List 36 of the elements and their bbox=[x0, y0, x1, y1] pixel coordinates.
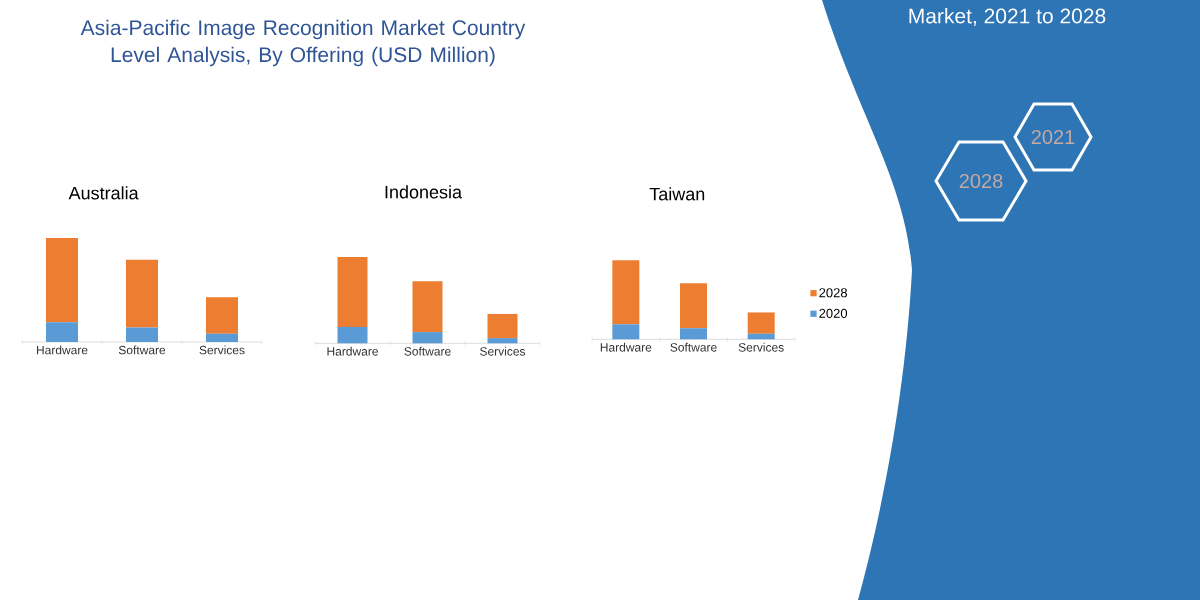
bar bbox=[46, 322, 78, 342]
bar bbox=[680, 283, 708, 329]
bar bbox=[337, 326, 368, 344]
bar bbox=[412, 281, 443, 333]
chart-title: Taiwan bbox=[649, 187, 705, 201]
bar bbox=[612, 260, 640, 325]
bar bbox=[206, 297, 238, 334]
x-tick-label: Software bbox=[670, 342, 717, 352]
bar bbox=[747, 333, 775, 340]
x-tick-label: Services bbox=[199, 345, 245, 355]
bar bbox=[487, 338, 518, 344]
x-tick-label: Hardware bbox=[327, 346, 378, 356]
text: Asia-Pacific Image Recognition Market Country Level Analysis, By Offering (USD Million) bbox=[80, 19, 526, 67]
x-tick-label: Software bbox=[404, 346, 451, 356]
bar bbox=[487, 313, 518, 339]
chart-title: Australia bbox=[68, 186, 139, 200]
legend-label: 2020 bbox=[819, 308, 848, 318]
bar bbox=[337, 257, 368, 327]
x-tick-label: Software bbox=[118, 345, 166, 355]
text: Market, 2021 to 2028 bbox=[909, 8, 1106, 26]
bar bbox=[680, 328, 708, 340]
x-tick-label: Services bbox=[738, 342, 784, 352]
bar bbox=[412, 332, 443, 344]
x-tick-label: Hardware bbox=[36, 345, 88, 355]
chart-title: Indonesia bbox=[385, 185, 463, 199]
text: 2021 bbox=[1031, 129, 1075, 145]
bar bbox=[206, 333, 238, 342]
text: 2028 bbox=[959, 173, 1003, 189]
x-tick-label: Hardware bbox=[600, 342, 652, 352]
bar bbox=[612, 324, 640, 340]
legend-label: 2028 bbox=[819, 288, 847, 298]
bar bbox=[747, 312, 775, 334]
bar bbox=[46, 238, 78, 323]
bar bbox=[126, 259, 158, 328]
bar bbox=[126, 327, 158, 342]
x-tick-label: Services bbox=[480, 346, 526, 356]
